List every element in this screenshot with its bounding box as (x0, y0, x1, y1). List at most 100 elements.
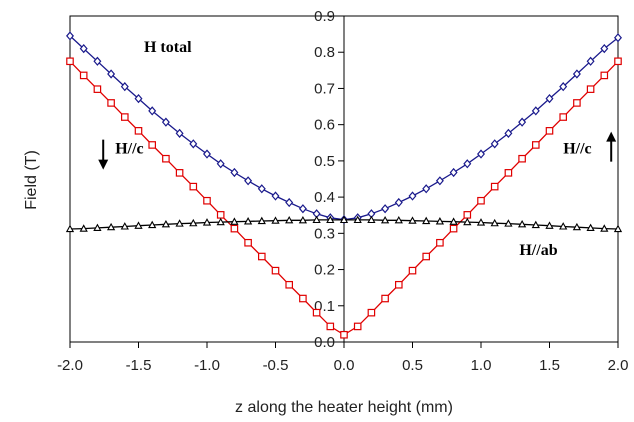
x-tick-label: -2.0 (57, 357, 83, 374)
data-point (230, 217, 239, 225)
data-point (285, 280, 294, 289)
data-point (490, 218, 499, 227)
data-point (559, 222, 568, 230)
data-point (257, 184, 266, 194)
x-tick-label: 0.0 (334, 357, 355, 374)
data-point (93, 56, 102, 66)
data-point (408, 191, 417, 201)
x-tick-label: -0.5 (263, 357, 289, 374)
series-layer (65, 31, 623, 339)
data-point (258, 252, 266, 261)
data-point (161, 219, 171, 228)
data-point (367, 308, 376, 317)
data-point (545, 127, 554, 135)
y-tick-label: 0.8 (314, 44, 335, 61)
data-point (504, 169, 513, 177)
data-point (504, 128, 513, 138)
y-tick-label: 0.6 (314, 117, 335, 134)
data-point (422, 252, 431, 261)
data-point (298, 215, 308, 224)
data-point (600, 43, 609, 54)
data-point (203, 196, 211, 205)
data-point (106, 222, 116, 231)
data-point (339, 215, 349, 224)
data-point (572, 222, 582, 231)
data-point (148, 220, 157, 229)
data-point (490, 139, 499, 149)
data-point (161, 117, 170, 127)
data-point (531, 141, 540, 149)
data-point (422, 216, 431, 225)
data-point (477, 196, 485, 205)
y-tick-label: 0.3 (314, 225, 335, 242)
data-point (175, 219, 184, 227)
data-point (120, 222, 129, 230)
data-point (244, 176, 253, 186)
data-point (463, 159, 472, 169)
data-point (120, 82, 129, 92)
data-point (230, 224, 239, 233)
data-point (93, 223, 102, 232)
data-point (600, 71, 609, 80)
arrow-up-icon-head (606, 131, 617, 142)
annotation-layer: H total H//c H//c H//ab (98, 39, 617, 259)
data-point (476, 218, 486, 226)
y-tick-label: 0.9 (314, 8, 335, 25)
x-tick-label: -1.5 (126, 357, 152, 374)
data-point (545, 93, 554, 104)
data-point (216, 217, 225, 226)
x-tick-label: -1.0 (194, 357, 220, 374)
data-point (175, 169, 184, 177)
data-point (614, 33, 622, 43)
data-point (148, 141, 157, 149)
y-tick-label: 0.7 (314, 80, 335, 97)
data-point (285, 215, 294, 224)
data-point (107, 69, 116, 79)
x-axis-title: z along the heater height (mm) (235, 399, 453, 416)
y-tick-label: 0.4 (314, 189, 335, 206)
data-point (148, 106, 157, 116)
data-point (477, 149, 485, 159)
data-point (79, 43, 88, 54)
data-point (285, 197, 294, 208)
data-point (189, 139, 198, 149)
data-point (573, 99, 581, 107)
annotation-label: H//c (115, 141, 143, 158)
data-point (572, 69, 581, 79)
data-point (600, 224, 609, 232)
data-point (162, 154, 170, 163)
data-point (189, 218, 198, 227)
data-point (353, 215, 362, 224)
data-point (449, 217, 458, 225)
series-3 (65, 215, 623, 233)
data-point (312, 215, 321, 224)
data-point (271, 191, 280, 201)
data-point (203, 149, 211, 159)
data-point (517, 219, 527, 228)
x-tick-label: 1.5 (539, 357, 560, 374)
data-point (257, 216, 266, 225)
data-point (312, 308, 321, 317)
data-point (66, 57, 74, 66)
annotation-label: H//c (563, 141, 591, 158)
x-tick-label: 1.0 (471, 357, 492, 374)
data-point (271, 266, 280, 275)
data-point (559, 113, 568, 121)
data-point (449, 224, 458, 233)
data-point (380, 215, 390, 224)
data-point (559, 82, 568, 92)
x-tick-label: 0.5 (402, 357, 423, 374)
data-point (134, 93, 143, 104)
data-point (613, 224, 623, 233)
data-point (408, 216, 417, 224)
data-point (326, 215, 335, 224)
data-point (244, 238, 252, 247)
annotation-label: H//ab (519, 242, 557, 259)
data-point (395, 280, 403, 289)
data-point (435, 176, 444, 186)
data-point (408, 266, 417, 275)
data-point (299, 294, 307, 303)
data-point (175, 128, 184, 138)
data-point (381, 204, 390, 214)
